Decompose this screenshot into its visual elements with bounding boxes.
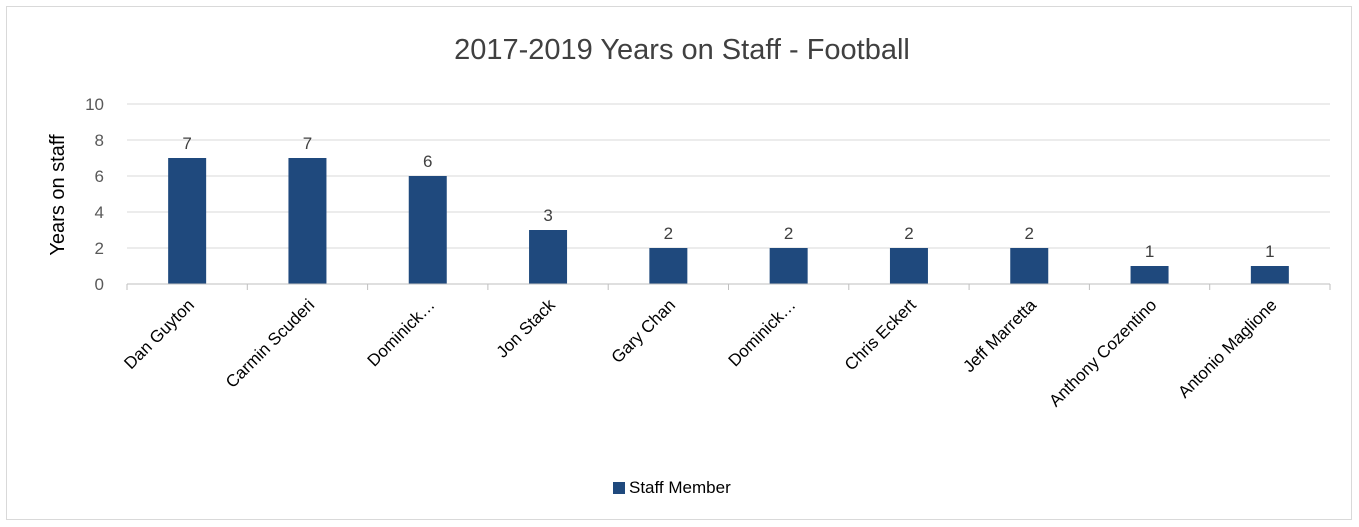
- bar: [168, 158, 207, 284]
- data-label: 7: [303, 134, 312, 153]
- data-label: 7: [182, 134, 191, 153]
- x-category-label: Chris Eckert: [841, 295, 920, 374]
- legend: Staff Member: [613, 478, 731, 497]
- bars: [168, 158, 1289, 284]
- y-tick-label: 0: [95, 275, 104, 294]
- bar: [1130, 266, 1169, 284]
- x-category-label: Jeff Marretta: [959, 295, 1040, 376]
- bar: [1010, 248, 1049, 284]
- x-category-label: Anthony Cozentino: [1045, 295, 1160, 410]
- x-category-label: Antonio Maglione: [1174, 295, 1280, 401]
- data-label: 6: [423, 152, 432, 171]
- y-tick-label: 2: [95, 239, 104, 258]
- y-axis-tick-labels: 0 2 4 6 8 10: [85, 95, 104, 294]
- chart-title: 2017-2019 Years on Staff - Football: [454, 34, 910, 66]
- y-tick-label: 4: [95, 203, 104, 222]
- bar: [529, 230, 568, 284]
- y-axis-title: Years on staff: [47, 134, 69, 256]
- legend-swatch: [613, 482, 625, 494]
- gridlines: [127, 103, 1330, 249]
- data-labels: 7 7 6 3 2 2 2 2 1 1: [182, 134, 1274, 261]
- data-label: 2: [1025, 224, 1034, 243]
- y-tick-label: 8: [95, 131, 104, 150]
- data-label: 1: [1145, 242, 1154, 261]
- bar: [288, 158, 327, 284]
- data-label: 2: [904, 224, 913, 243]
- y-tick-label: 10: [85, 95, 104, 114]
- x-category-label: Carmin Scuderi: [222, 295, 318, 391]
- x-axis: [126, 283, 1331, 290]
- y-tick-label: 6: [95, 167, 104, 186]
- x-axis-category-labels: Dan Guyton Carmin Scuderi Dominick… Jon Sta…: [120, 295, 1280, 410]
- bar: [769, 248, 808, 284]
- bar: [408, 176, 447, 284]
- x-category-label: Dominick…: [725, 295, 800, 370]
- x-category-label: Dan Guyton: [120, 295, 198, 373]
- data-label: 1: [1265, 242, 1274, 261]
- legend-label: Staff Member: [629, 478, 731, 497]
- x-category-label: Dominick…: [364, 295, 439, 370]
- x-category-label: Gary Chan: [608, 295, 680, 367]
- data-label: 3: [543, 206, 552, 225]
- x-category-label: Jon Stack: [493, 295, 560, 362]
- bar: [649, 248, 688, 284]
- bar: [889, 248, 928, 284]
- bar: [1250, 266, 1289, 284]
- data-label: 2: [664, 224, 673, 243]
- data-label: 2: [784, 224, 793, 243]
